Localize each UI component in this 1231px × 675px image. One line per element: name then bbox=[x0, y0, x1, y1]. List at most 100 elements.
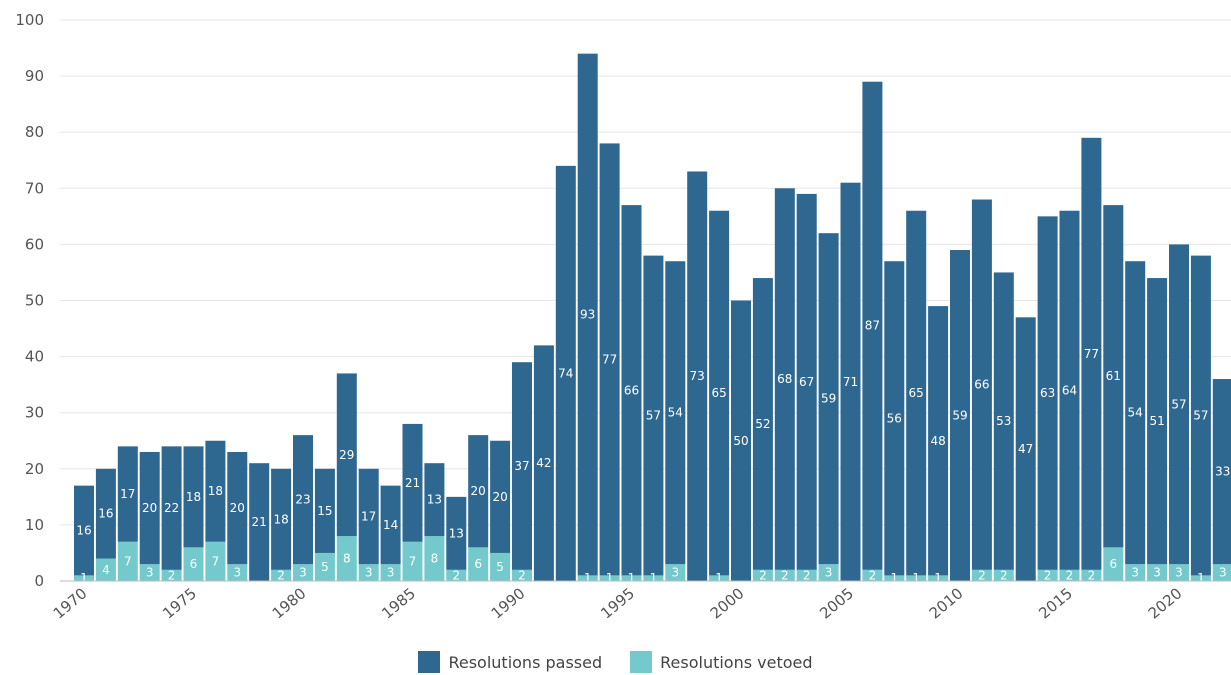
data-label-vetoed: 8 bbox=[431, 552, 439, 566]
data-label-passed: 23 bbox=[295, 493, 310, 507]
data-label-vetoed: 2 bbox=[277, 568, 285, 582]
legend: Resolutions passed Resolutions vetoed bbox=[0, 650, 1231, 674]
data-label-vetoed: 3 bbox=[1131, 566, 1139, 580]
legend-item-passed: Resolutions passed bbox=[418, 651, 602, 673]
bar-passed bbox=[490, 440, 511, 553]
bar-passed bbox=[840, 182, 861, 581]
bar-passed bbox=[1190, 255, 1211, 576]
data-label-passed: 68 bbox=[777, 372, 792, 386]
x-tick-label: 2000 bbox=[707, 584, 748, 622]
bar-passed bbox=[358, 468, 379, 565]
data-label-vetoed: 7 bbox=[409, 554, 417, 568]
bar-passed bbox=[665, 261, 686, 565]
data-label-passed: 20 bbox=[230, 501, 245, 515]
data-label-passed: 53 bbox=[996, 414, 1011, 428]
legend-label-passed: Resolutions passed bbox=[448, 652, 603, 672]
bar-vetoed bbox=[336, 536, 357, 581]
bar-vetoed bbox=[95, 558, 116, 581]
bar-passed bbox=[512, 362, 532, 570]
bar-vetoed bbox=[1103, 547, 1124, 581]
y-tick-label: 40 bbox=[25, 348, 44, 366]
x-tick-label: 2010 bbox=[926, 584, 967, 622]
bar-passed bbox=[709, 210, 730, 576]
bar-passed bbox=[424, 463, 445, 537]
x-tick-label: 1975 bbox=[159, 584, 200, 622]
x-tick-label: 1980 bbox=[269, 584, 310, 622]
bar-vetoed bbox=[1212, 564, 1231, 581]
data-label-passed: 71 bbox=[843, 375, 858, 389]
bar-vetoed bbox=[862, 569, 883, 581]
data-label-passed: 66 bbox=[624, 383, 639, 397]
data-label-vetoed: 3 bbox=[299, 566, 307, 580]
data-label-vetoed: 3 bbox=[1175, 566, 1183, 580]
x-tick-label: 1985 bbox=[378, 584, 419, 622]
bar-vetoed bbox=[424, 536, 445, 581]
data-label-passed: 52 bbox=[755, 417, 770, 431]
bar-vetoed bbox=[599, 575, 620, 581]
y-tick-label: 90 bbox=[25, 67, 44, 85]
bar-passed bbox=[621, 205, 642, 576]
data-label-passed: 16 bbox=[76, 524, 91, 538]
y-tick-label: 20 bbox=[25, 460, 44, 478]
data-label-passed: 59 bbox=[821, 392, 836, 406]
bar-passed bbox=[74, 485, 94, 576]
data-label-vetoed: 3 bbox=[146, 566, 154, 580]
data-label-passed: 18 bbox=[208, 484, 223, 498]
y-tick-label: 100 bbox=[15, 11, 44, 29]
bar-vetoed bbox=[358, 564, 379, 581]
data-label-passed: 17 bbox=[361, 509, 376, 523]
bar-vetoed bbox=[293, 564, 313, 581]
bar-passed bbox=[336, 373, 357, 537]
bar-vetoed bbox=[271, 569, 292, 581]
data-label-vetoed: 7 bbox=[212, 554, 220, 568]
data-label-vetoed: 1 bbox=[890, 571, 898, 585]
data-label-vetoed: 8 bbox=[343, 552, 351, 566]
data-label-vetoed: 3 bbox=[825, 566, 833, 580]
bar-passed bbox=[446, 496, 467, 570]
data-label-passed: 87 bbox=[865, 319, 880, 333]
data-label-vetoed: 2 bbox=[1088, 568, 1096, 582]
data-label-passed: 13 bbox=[449, 526, 464, 540]
data-label-vetoed: 1 bbox=[650, 571, 658, 585]
data-label-vetoed: 1 bbox=[628, 571, 636, 585]
data-label-passed: 21 bbox=[252, 515, 267, 529]
data-label-vetoed: 3 bbox=[671, 566, 679, 580]
bar-vetoed bbox=[643, 575, 664, 581]
data-label-passed: 65 bbox=[711, 386, 726, 400]
data-label-vetoed: 2 bbox=[978, 568, 986, 582]
data-label-vetoed: 5 bbox=[321, 560, 329, 574]
data-label-vetoed: 3 bbox=[1153, 566, 1161, 580]
bar-vetoed bbox=[665, 564, 686, 581]
bar-passed bbox=[1103, 205, 1124, 548]
bar-vetoed bbox=[512, 569, 532, 581]
data-label-passed: 77 bbox=[602, 352, 617, 366]
y-tick-label: 60 bbox=[25, 235, 44, 253]
data-label-vetoed: 2 bbox=[869, 568, 877, 582]
bar-passed bbox=[577, 53, 598, 576]
bar-passed bbox=[687, 171, 708, 581]
data-label-passed: 65 bbox=[909, 386, 924, 400]
bar-vetoed bbox=[314, 552, 335, 581]
x-axis: 1970 1975 1980 1985 1990 1995 2000 2005 2010 2015… bbox=[50, 580, 1231, 623]
bar-passed bbox=[468, 435, 489, 548]
bar-passed bbox=[249, 463, 270, 581]
data-label-vetoed: 3 bbox=[365, 566, 373, 580]
data-label-vetoed: 2 bbox=[1044, 568, 1052, 582]
data-label-vetoed: 2 bbox=[781, 568, 789, 582]
bar-vetoed bbox=[709, 575, 730, 581]
data-label-passed: 47 bbox=[1018, 442, 1033, 456]
data-label-vetoed: 4 bbox=[102, 563, 110, 577]
data-label-passed: 21 bbox=[405, 476, 420, 490]
data-label-vetoed: 3 bbox=[387, 566, 395, 580]
bar-passed bbox=[1081, 137, 1102, 570]
bar-passed bbox=[95, 468, 116, 559]
data-label-passed: 64 bbox=[1062, 383, 1077, 397]
data-label-vetoed: 7 bbox=[124, 554, 132, 568]
bar-passed bbox=[752, 278, 773, 570]
y-tick-label: 10 bbox=[25, 516, 44, 534]
bar-vetoed bbox=[468, 547, 489, 581]
data-label-passed: 63 bbox=[1040, 386, 1055, 400]
bar-passed bbox=[731, 300, 751, 581]
bar-vetoed bbox=[577, 575, 598, 581]
